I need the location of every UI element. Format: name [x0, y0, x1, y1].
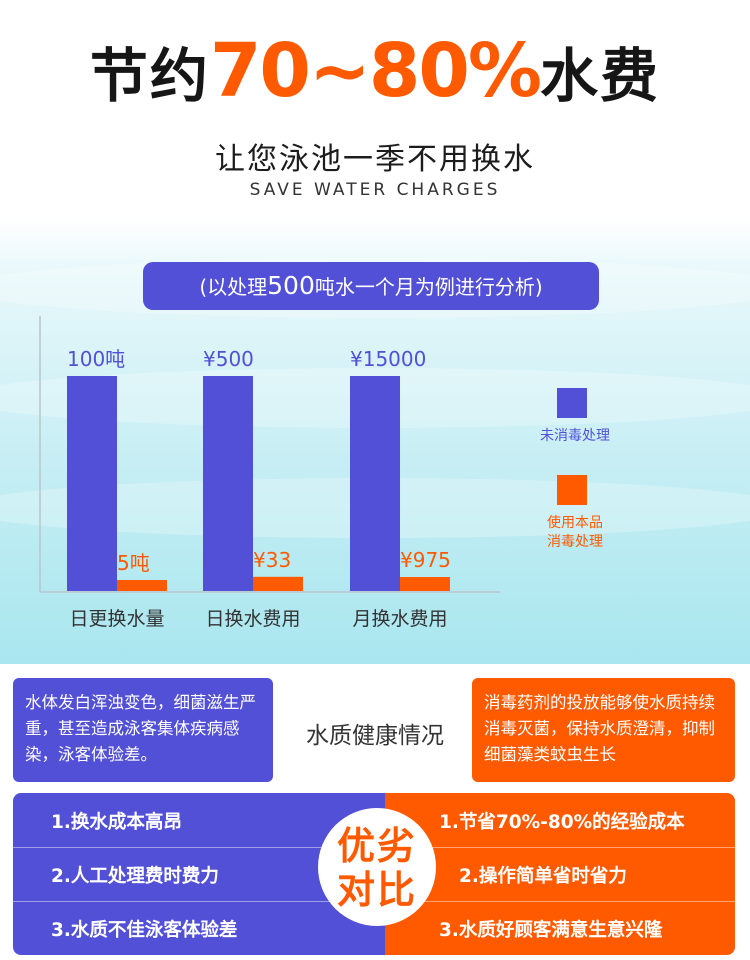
water-quality-title: 水质健康情况	[306, 723, 444, 749]
comparison-badge: 优劣 对比	[318, 808, 436, 926]
comparison-left-item: 3.水质不佳泳客体验差	[51, 920, 238, 941]
divider	[385, 847, 735, 848]
analysis-note-open: (以处理	[199, 275, 268, 299]
analysis-note-rest: 吨水一个月为例进行分析)	[314, 275, 543, 299]
comparison-right-panel	[385, 793, 735, 955]
badge-bottom-text: 对比	[336, 868, 417, 912]
analysis-note-number: 500	[267, 271, 315, 300]
title-suffix: 水费	[540, 42, 661, 110]
comparison-left-item: 1.换水成本高昂	[51, 812, 182, 833]
title-prefix: 节约	[89, 42, 210, 110]
comparison-left-item: 2.人工处理费时费力	[51, 866, 219, 887]
divider	[13, 847, 385, 848]
legend-swatch-untreated	[557, 388, 587, 418]
divider	[385, 901, 735, 902]
divider	[13, 901, 385, 902]
page-subtitle: 让您泳池一季不用换水	[215, 142, 535, 177]
water-quality-before: 水体发白浑浊变色，细菌滋生严重，甚至造成泳客集体疾病感染，泳客体验差。	[13, 678, 273, 782]
comparison-right-item: 3.水质好顾客满意生意兴隆	[439, 920, 663, 941]
legend-untreated	[557, 388, 587, 418]
legend-label-treated: 使用本品 消毒处理	[547, 515, 603, 550]
title-highlight: 70~80%	[209, 28, 542, 114]
comparison-right-item: 1.节省70%-80%的经验成本	[439, 812, 685, 833]
water-ripple	[0, 478, 750, 538]
page-subtitle-en: SAVE WATER CHARGES	[249, 180, 501, 200]
legend-swatch-treated	[557, 475, 587, 505]
page-title: 节约70~80%水费	[0, 28, 750, 114]
water-quality-after: 消毒药剂的投放能够使水质持续消毒灭菌，保持水质澄清，抑制细菌藻类蚊虫生长	[472, 678, 735, 782]
badge-top-text: 优劣	[336, 824, 417, 868]
water-ripple	[0, 368, 750, 428]
comparison-right-item: 2.操作简单省时省力	[459, 866, 627, 887]
legend-label-untreated: 未消毒处理	[540, 428, 610, 444]
analysis-note: (以处理500吨水一个月为例进行分析)	[143, 262, 599, 310]
legend-treated	[557, 475, 587, 505]
